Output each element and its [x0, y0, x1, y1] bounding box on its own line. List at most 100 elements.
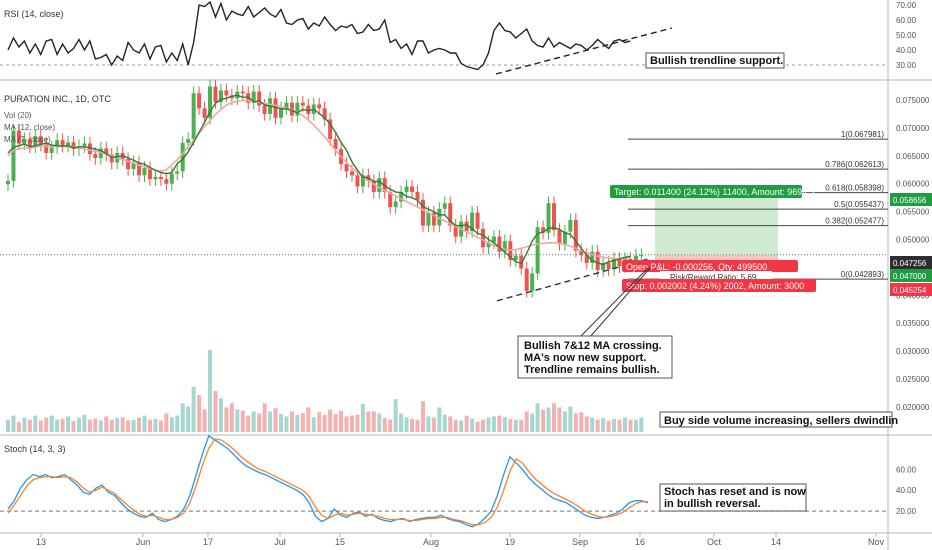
volume-bar — [595, 419, 600, 432]
candle-body — [191, 93, 196, 140]
candle-body — [628, 259, 633, 261]
volume-bar — [344, 416, 349, 432]
volume-bar — [568, 406, 573, 432]
volume-bar — [541, 409, 546, 432]
candle-body — [164, 179, 169, 184]
volume-bar — [377, 413, 382, 432]
volume-bar — [399, 413, 404, 432]
candle-body — [601, 262, 606, 271]
candle-body — [180, 142, 185, 172]
volume-bar — [333, 413, 338, 432]
volume-bar — [11, 415, 16, 432]
volume-bar — [371, 411, 376, 432]
candle-body — [229, 95, 234, 99]
candle-body — [126, 159, 131, 170]
candle-body — [55, 140, 60, 148]
volume-bar — [530, 413, 535, 432]
price-axis-tick: 0.060000 — [896, 180, 930, 189]
candle-body — [87, 143, 92, 155]
volume-bar — [410, 418, 415, 432]
stoch-axis-tick: 40.00 — [896, 486, 917, 495]
x-axis-tick: 16 — [635, 537, 645, 547]
volume-bar — [355, 414, 360, 432]
volume-bar — [284, 416, 289, 432]
volume-bar — [240, 410, 245, 432]
candle-body — [16, 130, 21, 144]
volume-bar — [104, 416, 109, 432]
stoch-label: Stoch (14, 3, 3) — [4, 444, 66, 454]
stoch-k-line — [7, 434, 649, 528]
x-axis-tick: Sep — [572, 537, 588, 547]
volume-bar — [289, 411, 294, 432]
volume-bar — [502, 417, 507, 432]
candle-body — [464, 221, 469, 232]
volume-bar — [535, 403, 540, 432]
volume-bar — [546, 407, 551, 432]
x-axis-tick: Jun — [136, 537, 151, 547]
candle-body — [137, 162, 142, 176]
stoch-note-line: in bullish reversal. — [664, 498, 761, 510]
candle-body — [289, 102, 294, 116]
ma-note-pointer — [589, 267, 651, 338]
fib-level-label: 0.382(0.052477) — [825, 217, 884, 226]
x-axis-tick: Nov — [868, 537, 885, 547]
volume-bar — [164, 413, 169, 432]
volume-bar — [628, 419, 633, 432]
volume-bar — [486, 417, 491, 432]
candle-body — [491, 236, 496, 243]
candle-body — [557, 229, 562, 244]
volume-bar — [98, 420, 103, 432]
volume-bar — [6, 419, 10, 432]
indicator-legend: Vol (20) — [4, 111, 32, 120]
candle-body — [431, 212, 436, 226]
x-axis-tick: Aug — [423, 537, 439, 547]
volume-bar — [431, 417, 436, 432]
volume-bar — [328, 409, 333, 432]
volume-bar — [349, 415, 354, 432]
volume-bar — [208, 350, 213, 432]
candle-body — [317, 104, 322, 109]
candle-body — [257, 91, 262, 106]
volume-bar — [142, 415, 147, 432]
volume-bar — [562, 411, 567, 432]
ma-note-line: Trendline remains bullish. — [524, 364, 660, 376]
volume-bar — [71, 420, 76, 432]
volume-bar — [295, 414, 300, 432]
volume-bar — [87, 419, 92, 432]
volume-bar — [22, 417, 27, 432]
x-axis-tick: 14 — [771, 537, 781, 547]
candle-body — [6, 180, 10, 185]
volume-bar — [229, 403, 234, 432]
candle-body — [552, 203, 556, 230]
volume-bar — [426, 416, 431, 432]
volume-bar — [126, 420, 131, 432]
candle-body — [617, 259, 622, 267]
candle-body — [49, 147, 54, 153]
volume-bar — [257, 413, 262, 432]
candle-body — [153, 176, 158, 180]
main-title: PURATION INC., 1D, OTC — [4, 94, 111, 104]
volume-bar — [306, 407, 311, 432]
candle-body — [60, 140, 65, 146]
target-zone — [655, 191, 778, 255]
candle-body — [93, 154, 98, 158]
volume-bar — [573, 413, 578, 432]
volume-bar — [513, 419, 518, 432]
candle-body — [344, 164, 349, 172]
candle-body — [579, 250, 584, 256]
candle-body — [273, 98, 278, 118]
price-axis-tick: 0.035000 — [896, 319, 930, 328]
candle-body — [470, 212, 475, 232]
risk-reward-box — [660, 271, 772, 281]
ma-note-box — [517, 335, 673, 379]
candle-body — [530, 273, 535, 291]
volume-bar — [60, 418, 65, 432]
target-label-box — [610, 185, 802, 198]
candle-body — [595, 251, 600, 271]
indicator-legend: MA (12, close) — [4, 123, 55, 132]
volume-bar — [322, 414, 327, 432]
volume-bar — [300, 413, 305, 432]
rsi-line — [7, 0, 631, 71]
volume-bar — [360, 404, 365, 432]
